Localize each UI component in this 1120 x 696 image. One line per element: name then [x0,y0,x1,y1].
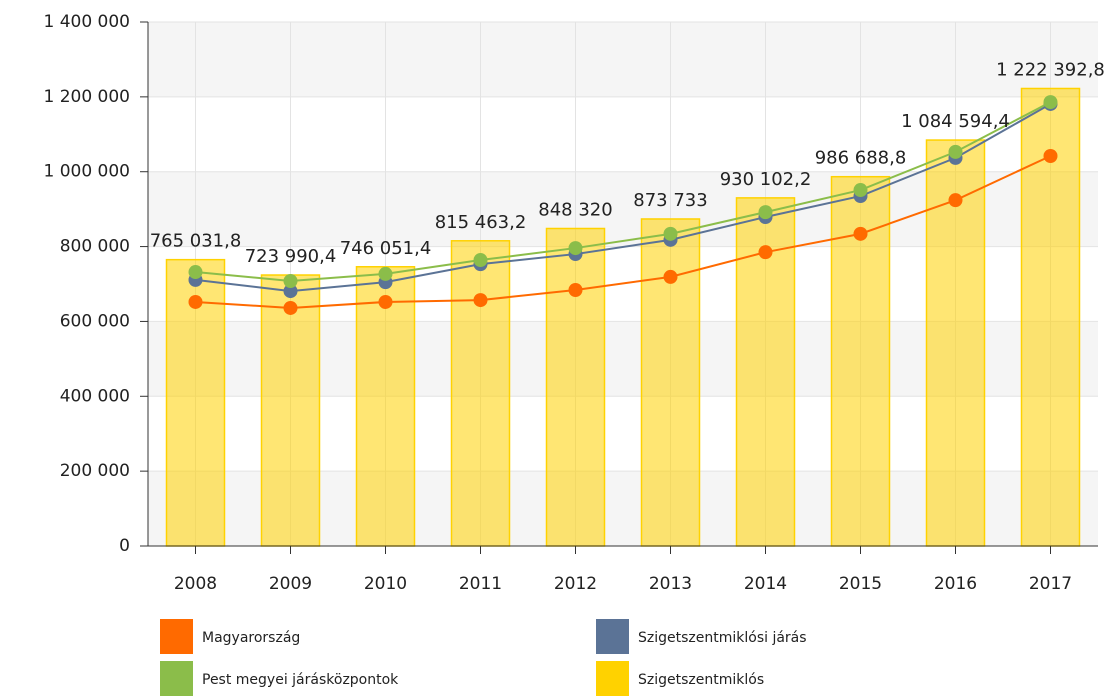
x-tick-label: 2013 [649,574,692,594]
data-label: 873 733 [633,190,707,211]
marker [378,294,393,309]
x-tick-label: 2010 [364,574,407,594]
marker [1043,95,1058,110]
data-label: 1 222 392,8 [996,59,1105,80]
marker [378,266,393,281]
marker [283,300,298,315]
y-tick-label: 1 200 000 [43,87,130,107]
bar [260,274,321,547]
bar [545,227,606,547]
legend-swatch [596,619,629,654]
line [195,101,1051,283]
bar [640,218,701,547]
marker [853,226,868,241]
line [195,103,1051,293]
y-tick-label: 0 [119,536,130,556]
bar [355,266,416,547]
y-tick-label: 200 000 [60,461,130,481]
x-tick-label: 2009 [269,574,312,594]
line [195,155,1051,309]
marker [568,282,583,297]
marker [948,144,963,159]
data-label: 1 084 594,4 [901,111,1010,132]
plot-band [148,22,1098,97]
x-tick-label: 2008 [174,574,217,594]
data-label: 848 320 [538,199,612,220]
x-tick-label: 2016 [934,574,977,594]
bar [450,240,511,547]
marker [948,193,963,208]
legend-swatch [160,619,193,654]
marker [663,269,678,284]
x-tick-label: 2015 [839,574,882,594]
y-tick-label: 1 000 000 [43,162,130,182]
data-label: 765 031,8 [150,231,242,252]
y-tick-label: 600 000 [60,311,130,331]
legend-label: Pest megyei járásközpontok [202,672,399,688]
y-tick-label: 1 400 000 [43,12,130,32]
marker [188,265,203,280]
legend-label: Magyarország [202,630,300,646]
marker [853,183,868,198]
marker [758,245,773,260]
y-tick-label: 800 000 [60,237,130,257]
marker [758,205,773,220]
marker [473,253,488,268]
legend-swatch [160,661,193,696]
x-tick-label: 2017 [1029,574,1072,594]
data-label: 986 688,8 [815,148,907,169]
data-label: 723 990,4 [245,246,337,267]
x-tick-label: 2011 [459,574,502,594]
marker [283,284,298,299]
data-label: 815 463,2 [435,212,527,233]
legend-swatch [596,661,629,696]
legend-label: Szigetszentmiklósi járás [638,630,807,646]
data-label: 930 102,2 [720,169,812,190]
marker [663,226,678,241]
legend-label: Szigetszentmiklós [638,672,764,688]
data-label: 746 051,4 [340,238,432,259]
marker [568,241,583,256]
x-tick-label: 2012 [554,574,597,594]
marker [188,294,203,309]
marker [1043,148,1058,163]
marker [473,293,488,308]
x-tick-label: 2014 [744,574,787,594]
marker [283,274,298,289]
y-tick-label: 400 000 [60,386,130,406]
